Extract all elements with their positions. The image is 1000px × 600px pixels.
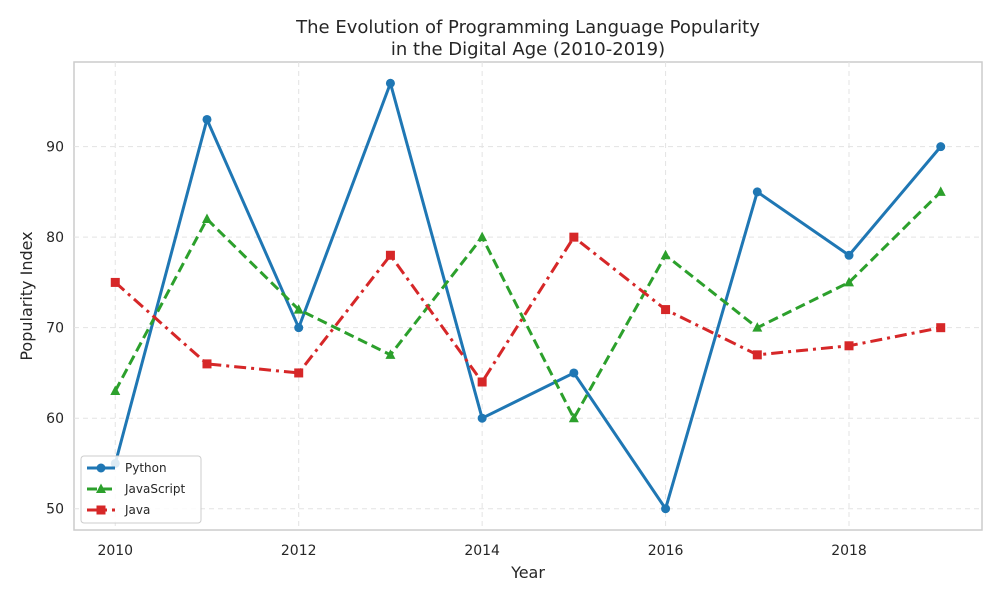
data-point <box>936 323 946 333</box>
legend-item: JavaScript <box>87 482 185 496</box>
legend-item: Java <box>87 503 150 517</box>
legend-label: Python <box>125 461 167 475</box>
data-point <box>385 349 396 359</box>
x-tick-label: 2010 <box>97 543 133 559</box>
y-tick-label: 70 <box>46 321 64 337</box>
legend-marker <box>96 505 106 515</box>
series-line <box>114 235 942 384</box>
series-java <box>110 232 946 387</box>
data-point <box>294 368 304 378</box>
data-point <box>660 249 671 260</box>
data-point <box>110 385 121 396</box>
data-point <box>752 187 762 197</box>
data-point <box>569 232 579 242</box>
y-tick-label: 90 <box>46 140 64 156</box>
data-point <box>202 359 212 369</box>
data-point <box>569 368 579 378</box>
data-point <box>661 305 671 315</box>
series-javascript <box>110 186 946 423</box>
x-tick-label: 2018 <box>831 543 867 559</box>
data-point <box>294 323 304 333</box>
data-point <box>568 412 579 423</box>
data-point <box>385 250 395 260</box>
data-point <box>477 231 488 242</box>
series-line <box>113 81 942 511</box>
legend-marker <box>96 483 106 493</box>
series-line <box>113 190 942 420</box>
data-point <box>935 186 946 196</box>
data-point <box>293 304 304 314</box>
data-point <box>936 142 946 152</box>
y-tick-label: 60 <box>46 411 64 427</box>
legend-item: Python <box>87 461 167 475</box>
data-point <box>201 213 212 224</box>
data-point <box>477 377 487 387</box>
data-point <box>661 504 671 514</box>
y-tick-label: 80 <box>46 230 64 246</box>
series-group <box>110 78 946 514</box>
tick-labels: 2010 2012 2014 2016 2018 50 60 70 80 90 <box>46 140 867 559</box>
x-tick-label: 2012 <box>281 543 317 559</box>
legend: Python JavaScript Java <box>80 455 202 524</box>
legend-marker <box>96 463 106 473</box>
data-point <box>752 322 763 332</box>
chart-title: The Evolution of Programming Language Po… <box>295 17 760 60</box>
grid <box>74 62 982 530</box>
data-point <box>110 277 120 287</box>
data-point <box>385 78 395 88</box>
data-point <box>202 114 212 124</box>
data-point <box>844 250 854 260</box>
data-point <box>752 350 762 360</box>
data-point <box>477 413 487 423</box>
chart-title-line: in the Digital Age (2010-2019) <box>391 39 665 60</box>
data-point <box>844 276 855 287</box>
x-tick-label: 2014 <box>464 543 500 559</box>
data-point <box>844 341 854 351</box>
plot-area <box>73 61 983 531</box>
legend-label: JavaScript <box>124 482 185 496</box>
x-axis-label: Year <box>510 563 545 582</box>
y-tick-label: 50 <box>46 502 64 518</box>
legend-box <box>80 455 202 524</box>
y-axis-label: Popularity Index <box>17 231 36 360</box>
x-tick-label: 2016 <box>648 543 684 559</box>
legend-label: Java <box>124 503 150 517</box>
chart-title-line: The Evolution of Programming Language Po… <box>295 17 760 38</box>
